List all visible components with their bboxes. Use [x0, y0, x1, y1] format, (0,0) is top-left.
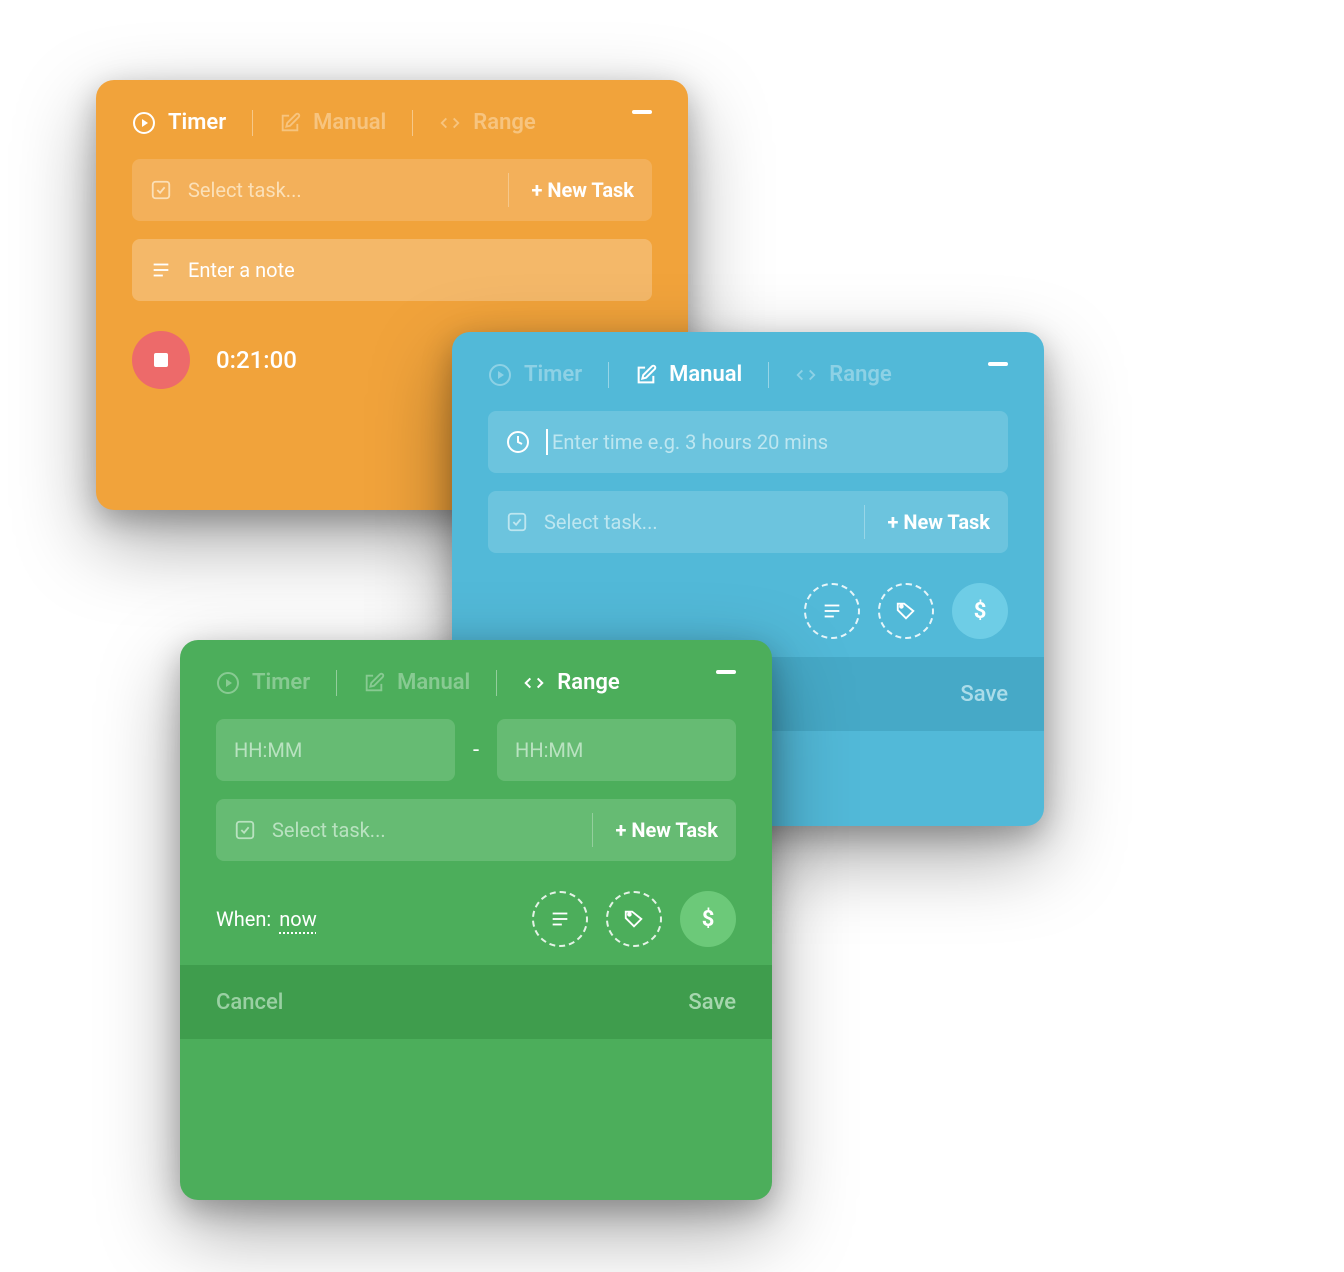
range-arrows-icon	[523, 672, 545, 694]
range-arrows-icon	[439, 112, 461, 134]
hhmm-placeholder: HH:MM	[234, 738, 302, 762]
tab-label: Range	[473, 110, 535, 135]
check-square-icon	[506, 511, 528, 533]
tab-label: Manual	[397, 670, 470, 695]
range-arrows-icon	[795, 364, 817, 386]
clock-icon	[506, 430, 530, 454]
new-task-button[interactable]: + New Task	[508, 173, 634, 207]
timer-value: 0:21:00	[216, 346, 297, 374]
dollar-icon: $	[702, 907, 715, 932]
play-circle-icon	[216, 671, 240, 695]
select-task-field[interactable]: Select task... + New Task	[488, 491, 1008, 553]
tab-label: Range	[557, 670, 619, 695]
tag-button[interactable]	[606, 891, 662, 947]
note-button[interactable]	[532, 891, 588, 947]
select-task-field[interactable]: Select task... + New Task	[132, 159, 652, 221]
tab-manual[interactable]: Manual	[363, 666, 470, 699]
when-label: When:	[216, 907, 271, 931]
text-cursor	[546, 429, 548, 455]
tab-timer[interactable]: Timer	[132, 106, 226, 139]
dollar-icon: $	[974, 599, 987, 624]
stop-button[interactable]	[132, 331, 190, 389]
when-value: now	[279, 907, 316, 931]
edit-icon	[635, 364, 657, 386]
tab-range[interactable]: Range	[795, 358, 891, 391]
tab-label: Manual	[313, 110, 386, 135]
new-task-button[interactable]: + New Task	[592, 813, 718, 847]
tag-button[interactable]	[878, 583, 934, 639]
tab-range[interactable]: Range	[523, 666, 619, 699]
tab-label: Timer	[168, 110, 226, 135]
select-task-placeholder: Select task...	[188, 178, 508, 202]
save-button[interactable]: Save	[960, 682, 1008, 707]
billable-button[interactable]: $	[680, 891, 736, 947]
tab-manual[interactable]: Manual	[279, 106, 386, 139]
tab-label: Timer	[252, 670, 310, 695]
card-footer: Cancel Save	[180, 965, 772, 1039]
mode-tabs: Timer Manual Range	[96, 80, 688, 159]
tab-separator	[252, 110, 253, 136]
tab-separator	[496, 670, 497, 696]
new-task-button[interactable]: + New Task	[864, 505, 990, 539]
note-lines-icon	[150, 259, 172, 281]
check-square-icon	[150, 179, 172, 201]
select-task-placeholder: Select task...	[272, 818, 592, 842]
end-time-input[interactable]: HH:MM	[497, 719, 736, 781]
check-square-icon	[234, 819, 256, 841]
note-field[interactable]: Enter a note	[132, 239, 652, 301]
mode-tabs: Timer Manual Range	[452, 332, 1044, 411]
select-task-placeholder: Select task...	[544, 510, 864, 534]
note-placeholder: Enter a note	[188, 258, 634, 282]
cancel-button[interactable]: Cancel	[216, 990, 283, 1015]
action-row: When: now $	[180, 879, 772, 965]
minimize-button[interactable]	[632, 110, 652, 114]
tab-range[interactable]: Range	[439, 106, 535, 139]
minimize-button[interactable]	[716, 670, 736, 674]
time-input-field[interactable]: Enter time e.g. 3 hours 20 mins	[488, 411, 1008, 473]
mode-tabs: Timer Manual Range	[180, 640, 772, 719]
billable-button[interactable]: $	[952, 583, 1008, 639]
tab-separator	[608, 362, 609, 388]
tab-label: Range	[829, 362, 891, 387]
tab-timer[interactable]: Timer	[488, 358, 582, 391]
start-time-input[interactable]: HH:MM	[216, 719, 455, 781]
note-button[interactable]	[804, 583, 860, 639]
time-range-row: HH:MM - HH:MM	[216, 719, 736, 781]
play-circle-icon	[132, 111, 156, 135]
minimize-button[interactable]	[988, 362, 1008, 366]
tab-manual[interactable]: Manual	[635, 358, 742, 391]
tab-label: Timer	[524, 362, 582, 387]
select-task-field[interactable]: Select task... + New Task	[216, 799, 736, 861]
when-selector[interactable]: When: now	[216, 907, 317, 931]
range-separator: -	[473, 738, 479, 763]
save-button[interactable]: Save	[688, 990, 736, 1015]
tab-separator	[412, 110, 413, 136]
range-card: Timer Manual Range HH:MM -	[180, 640, 772, 1200]
tab-timer[interactable]: Timer	[216, 666, 310, 699]
hhmm-placeholder: HH:MM	[515, 738, 583, 762]
tab-separator	[336, 670, 337, 696]
edit-icon	[279, 112, 301, 134]
time-placeholder: Enter time e.g. 3 hours 20 mins	[552, 430, 990, 454]
tab-separator	[768, 362, 769, 388]
tab-label: Manual	[669, 362, 742, 387]
stop-icon	[154, 353, 168, 367]
edit-icon	[363, 672, 385, 694]
play-circle-icon	[488, 363, 512, 387]
